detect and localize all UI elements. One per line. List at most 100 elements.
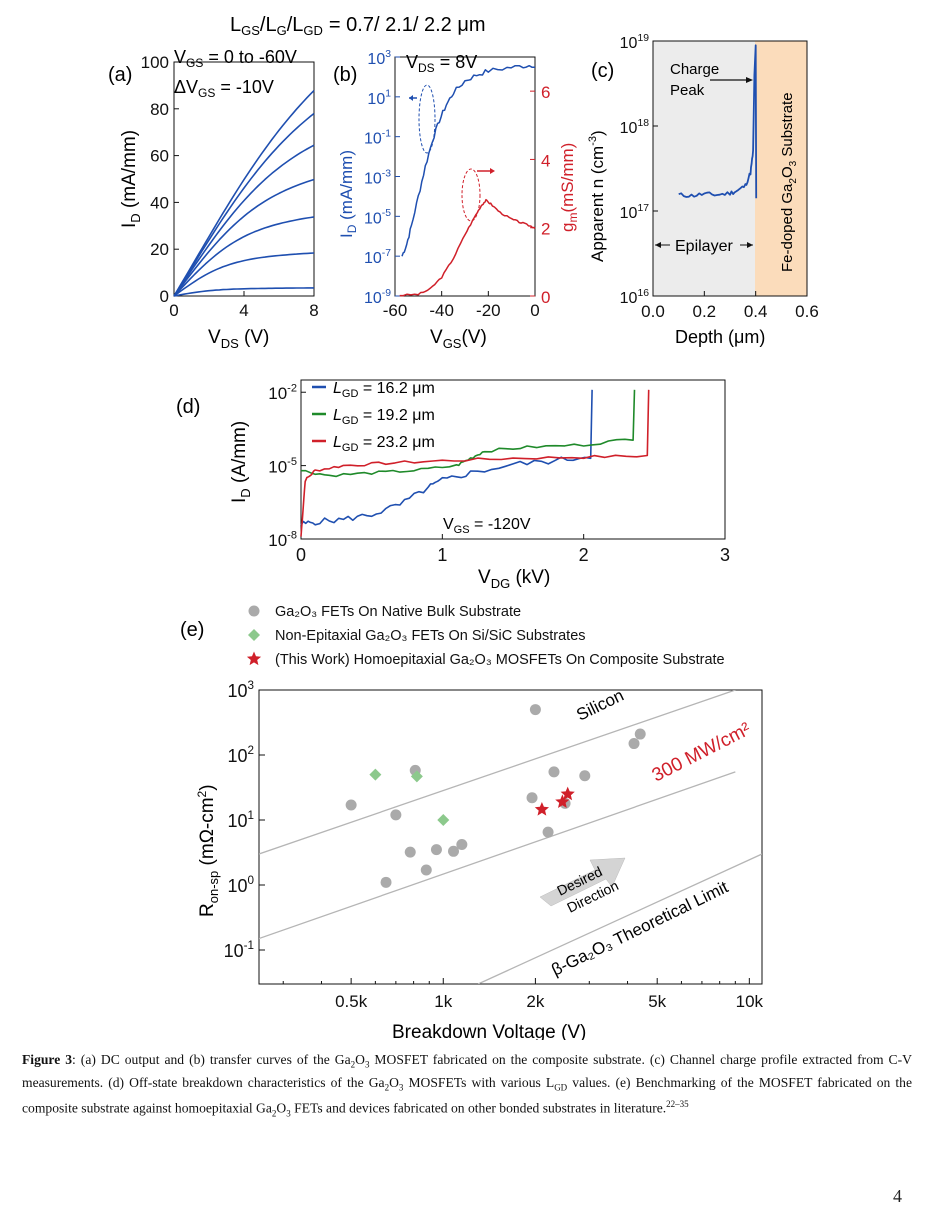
x-tick-label: -60 <box>383 301 408 320</box>
x-tick-label: 1 <box>437 545 447 565</box>
x-tick-label: 3 <box>720 545 730 565</box>
x-tick-label: 0.4 <box>744 302 768 321</box>
y-right-tick-label: 4 <box>541 151 550 170</box>
native-bulk-point <box>579 770 591 782</box>
legend-label-diamond: Non-Epitaxial Ga₂O₃ FETs On Si/SiC Subst… <box>275 628 586 644</box>
output-curves <box>173 89 315 297</box>
x-tick-label: 10k <box>736 992 764 1011</box>
y-tick-label: 1018 <box>620 118 650 137</box>
desired-direction-arrow: Desired Direction <box>539 857 626 916</box>
id-axis-indicator-ellipse <box>418 84 436 154</box>
vds-annotation: VDS = 8V <box>406 52 477 75</box>
x-axis-label: Breakdown Voltage (V) <box>392 1022 586 1040</box>
y-axis-label: Ron-sp (mΩ-cm2) <box>195 784 221 917</box>
x-tick-label: 4 <box>239 301 248 320</box>
y-axis-label: ID (A/mm) <box>229 421 253 503</box>
vgs-range-annotation: VGS = 0 to -60V <box>174 47 297 70</box>
epilayer-label-bg <box>670 236 740 254</box>
y-tick-label: 10-1 <box>224 939 254 961</box>
y-axis-label: Apparent n (cm-3) <box>587 130 607 262</box>
300mw-line-label: 300 MW/cm² <box>649 719 754 787</box>
legend-marker-circle <box>248 605 260 617</box>
native-bulk-point <box>526 792 538 804</box>
legend-label-circle: Ga₂O₃ FETs On Native Bulk Substrate <box>275 604 521 620</box>
legend-label-green: LGD = 19.2 μm <box>333 407 435 427</box>
plot-frame <box>258 689 763 985</box>
y-axis-label: ID (mA/mm) <box>119 130 143 228</box>
y-left-tick-label: 101 <box>367 89 391 108</box>
this-work-point <box>555 794 570 808</box>
caption-figure-label: Figure 3 <box>22 1052 73 1067</box>
x-tick-label: 0.5k <box>335 992 368 1011</box>
this-work-point <box>534 802 549 816</box>
native-bulk-point <box>628 738 640 750</box>
y-axis-label-right: gm(mS/mm) <box>558 143 580 232</box>
charge-profile-line <box>678 44 758 199</box>
breakdown-curve-green <box>301 389 636 478</box>
native-bulk-point <box>542 826 554 838</box>
axis-ticks: -60 -40 -20 0 10-9 10-7 10-5 10-3 10-1 101 103 0 2 4 6 <box>364 49 551 320</box>
native-bulk-point <box>380 876 392 888</box>
y-left-tick-label: 10-3 <box>364 168 391 187</box>
native-bulk-point <box>430 844 442 856</box>
output-curve <box>173 287 314 297</box>
y-left-tick-label: 10-9 <box>364 288 391 307</box>
output-curve <box>173 112 315 297</box>
reference-line-1 <box>259 771 736 940</box>
axis-ticks: 0 1 2 3 10-8 10-5 10-2 <box>268 383 730 565</box>
transfer-curves <box>399 64 536 297</box>
substrate-region <box>755 41 807 296</box>
y-left-tick-label: 103 <box>367 49 391 68</box>
native-bulk-point <box>456 838 468 850</box>
y-left-tick-label: 10-5 <box>364 208 391 227</box>
x-tick-label: -20 <box>476 301 501 320</box>
gm-curve <box>399 198 536 297</box>
output-curve <box>173 144 315 297</box>
native-bulk-point <box>634 728 646 740</box>
y-right-tick-label: 0 <box>541 288 550 307</box>
panel-e-benchmark: (e) Ga₂O₃ FETs On Native Bulk Substrate N… <box>180 604 764 1040</box>
x-tick-label: 0.6 <box>795 302 819 321</box>
x-tick-label: 0 <box>296 545 306 565</box>
x-axis-label: Depth (μm) <box>675 327 765 347</box>
x-tick-label: 8 <box>309 301 318 320</box>
breakdown-curve-red <box>300 389 650 537</box>
x-tick-label: 1k <box>434 992 452 1011</box>
panel-label-b: (b) <box>333 64 357 86</box>
native-bulk-point <box>404 846 416 858</box>
plot-frame <box>300 379 726 540</box>
left-arrowhead-icon <box>409 95 413 101</box>
axis-ticks: 0.5k 1k 2k 5k 10k 10-1 100 101 102 103 <box>224 679 764 1011</box>
plot-frame <box>652 40 808 297</box>
y-left-tick-label: 10-7 <box>364 248 391 267</box>
x-axis-label: VDG (kV) <box>478 567 550 591</box>
x-axis-label: VDS (V) <box>208 327 269 351</box>
y-tick-label: 10-2 <box>268 383 297 404</box>
non-epitaxial-point <box>369 768 382 781</box>
native-bulk-point <box>390 809 402 821</box>
vgs-step-annotation: ΔVGS = -10V <box>174 77 274 100</box>
non-epitaxial-point <box>410 770 423 783</box>
y-tick-label: 10-5 <box>268 456 297 477</box>
x-tick-label: 2k <box>526 992 544 1011</box>
reference-lines <box>259 690 762 984</box>
legend-marker-diamond <box>248 629 260 641</box>
scatter-points <box>345 704 646 888</box>
vgs-annotation: VGS = -120V <box>443 516 531 536</box>
y-tick-label: 103 <box>227 679 254 701</box>
legend: Ga₂O₃ FETs On Native Bulk Substrate Non-E… <box>246 604 725 668</box>
x-axis-label: VGS(V) <box>430 327 487 351</box>
panel-b-transfer-curves: (b) -60 -40 -20 0 10-9 10-7 10-5 10-3 10-1 101 103… <box>333 49 580 351</box>
y-tick-label: 101 <box>227 809 254 831</box>
epilayer-label: Epilayer <box>675 238 733 255</box>
x-tick-label: 0 <box>530 301 539 320</box>
output-curve <box>173 89 315 297</box>
figure-caption: Figure 3: (a) DC output and (b) transfer… <box>22 1052 913 1119</box>
reference-line-2 <box>477 853 762 984</box>
reference-line-0 <box>259 690 736 855</box>
charge-profile-curve <box>678 44 758 199</box>
